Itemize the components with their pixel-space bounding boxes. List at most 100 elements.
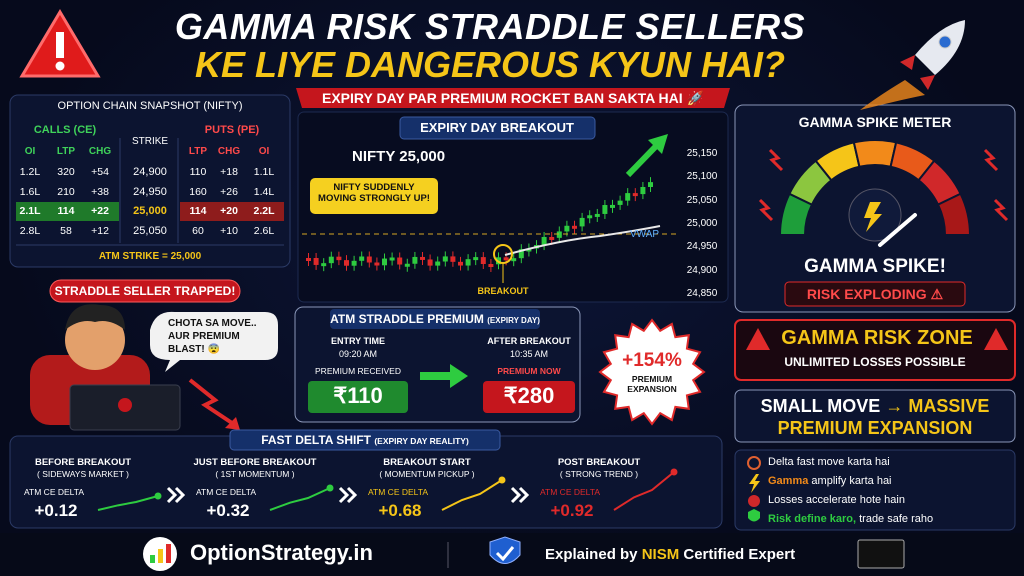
- title: GAMMA RISK STRADDLE SELLERS: [174, 6, 806, 47]
- candle: [435, 261, 441, 266]
- stage-title: JUST BEFORE BREAKOUT: [193, 457, 317, 468]
- chain-cell: +10: [220, 224, 238, 237]
- candle: [412, 256, 418, 264]
- chain-cell: 2.1L: [19, 205, 41, 217]
- chart-title-bg: [399, 116, 596, 140]
- vwap-line: [504, 225, 661, 256]
- key-point-highlight: Gamma: [768, 475, 809, 487]
- candle: [602, 205, 608, 214]
- candle: [359, 256, 365, 261]
- after-label: AFTER BREAKOUT: [487, 336, 571, 346]
- chevron: [510, 486, 522, 504]
- stage-label: ATM CE DELTA: [24, 487, 84, 497]
- points-panel: [734, 449, 1016, 531]
- chain-header: CHG: [217, 146, 241, 157]
- candle: [328, 256, 334, 264]
- candle: [480, 257, 486, 265]
- banner-bg: [296, 88, 730, 108]
- candle: [617, 200, 623, 205]
- down-arrowhead: [225, 417, 240, 430]
- small-move-line: SMALL MOVE → MASSIVE: [761, 396, 990, 417]
- key-point: Risk define karo, trade safe raho: [768, 513, 933, 525]
- chain-cell: +26: [220, 185, 238, 198]
- stage-value: +0.32: [206, 501, 250, 520]
- candle: [640, 186, 646, 195]
- candle: [382, 258, 387, 266]
- meter-label: GAMMA SPIKE!: [804, 256, 946, 277]
- chain-header: CHG: [88, 146, 112, 157]
- candle: [632, 193, 638, 197]
- chain-cell: 2.6L: [253, 224, 275, 237]
- candle: [458, 261, 463, 266]
- candle: [541, 236, 547, 246]
- strike-label: STRIKE: [131, 136, 169, 147]
- price-label: 25,050: [686, 194, 718, 206]
- chain-cell: 25,050: [133, 224, 167, 237]
- chain-cell: 25,000: [133, 205, 167, 217]
- delta-title: FAST DELTA SHIFT: [261, 433, 371, 447]
- price-label: 25,000: [686, 217, 718, 229]
- chain-header: OI: [258, 146, 270, 157]
- logo-bar: [158, 549, 163, 563]
- chevron: [174, 486, 186, 504]
- rocket-icon: [860, 20, 965, 110]
- chain-header: LTP: [188, 146, 208, 157]
- gauge-needle: [878, 213, 917, 247]
- chain-header: OI: [24, 146, 36, 157]
- stage-sub: ( 1ST MOMENTUM ): [215, 469, 295, 479]
- meter-badge: RISK EXPLODING ⚠: [806, 286, 944, 302]
- chain-cell: 114: [189, 205, 207, 217]
- zone-subtitle: UNLIMITED LOSSES POSSIBLE: [784, 355, 966, 369]
- candle: [503, 257, 509, 261]
- stage-value: +0.12: [34, 501, 78, 520]
- candle: [336, 256, 342, 261]
- stage-title: POST BREAKOUT: [557, 457, 641, 468]
- banner: EXPIRY DAY PAR PREMIUM ROCKET BAN SAKTA …: [322, 90, 704, 106]
- warning-mark: [56, 32, 64, 58]
- chain-cell: +22: [91, 205, 109, 217]
- callout-bg: [310, 178, 438, 214]
- price-label: 25,150: [686, 148, 718, 159]
- candle: [450, 256, 456, 262]
- key-point: Delta fast move karta hai: [768, 456, 890, 468]
- chart-title: EXPIRY DAY BREAKOUT: [420, 120, 574, 135]
- logo-bar: [166, 544, 171, 563]
- spark: [758, 198, 774, 222]
- candle: [564, 225, 570, 232]
- small-move-line2: PREMIUM EXPANSION: [777, 418, 973, 438]
- small-move-left: SMALL MOVE: [760, 396, 881, 416]
- bolt-icon: [864, 202, 882, 232]
- stage-sub: ( STRONG TREND ): [559, 469, 639, 479]
- gauge-segment: [936, 192, 972, 236]
- price-label: 24,950: [686, 241, 718, 253]
- received-value: ₹110: [333, 383, 383, 408]
- price-label: 24,900: [686, 264, 718, 276]
- chain-cell: 160: [189, 185, 207, 198]
- premium-arrow: [420, 364, 468, 388]
- logo-bar: [150, 555, 155, 563]
- candle: [404, 263, 410, 267]
- candle: [427, 259, 433, 266]
- brand: OptionStrategy.in: [190, 540, 373, 565]
- alert-icon: [748, 495, 760, 507]
- atm-put-highlight: [180, 202, 284, 221]
- straddle-title-bg: [330, 309, 540, 329]
- candle: [572, 225, 577, 229]
- trader-figure: [30, 304, 181, 431]
- delta-dot: [154, 492, 162, 500]
- atm-call-highlight: [16, 202, 119, 221]
- candle: [518, 249, 524, 259]
- candle: [465, 259, 471, 266]
- stage-sub: ( MOMENTUM PICKUP ): [379, 469, 475, 479]
- bubble-text: CHOTA SA MOVE.. AUR PREMIUM BLAST! 😨: [168, 318, 257, 355]
- chain-cell: 320: [57, 166, 75, 178]
- candle: [389, 257, 395, 261]
- stage-label: ATM CE DELTA: [368, 487, 428, 497]
- candle: [313, 258, 319, 265]
- delta-title-bg: [229, 429, 501, 451]
- spark: [983, 148, 999, 172]
- key-point-highlight: Risk define karo,: [768, 513, 857, 525]
- candle: [594, 213, 600, 217]
- after-time: 10:35 AM: [509, 349, 549, 359]
- candle: [648, 182, 653, 187]
